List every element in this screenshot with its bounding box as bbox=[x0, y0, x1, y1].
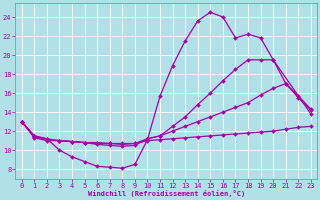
X-axis label: Windchill (Refroidissement éolien,°C): Windchill (Refroidissement éolien,°C) bbox=[88, 190, 245, 197]
